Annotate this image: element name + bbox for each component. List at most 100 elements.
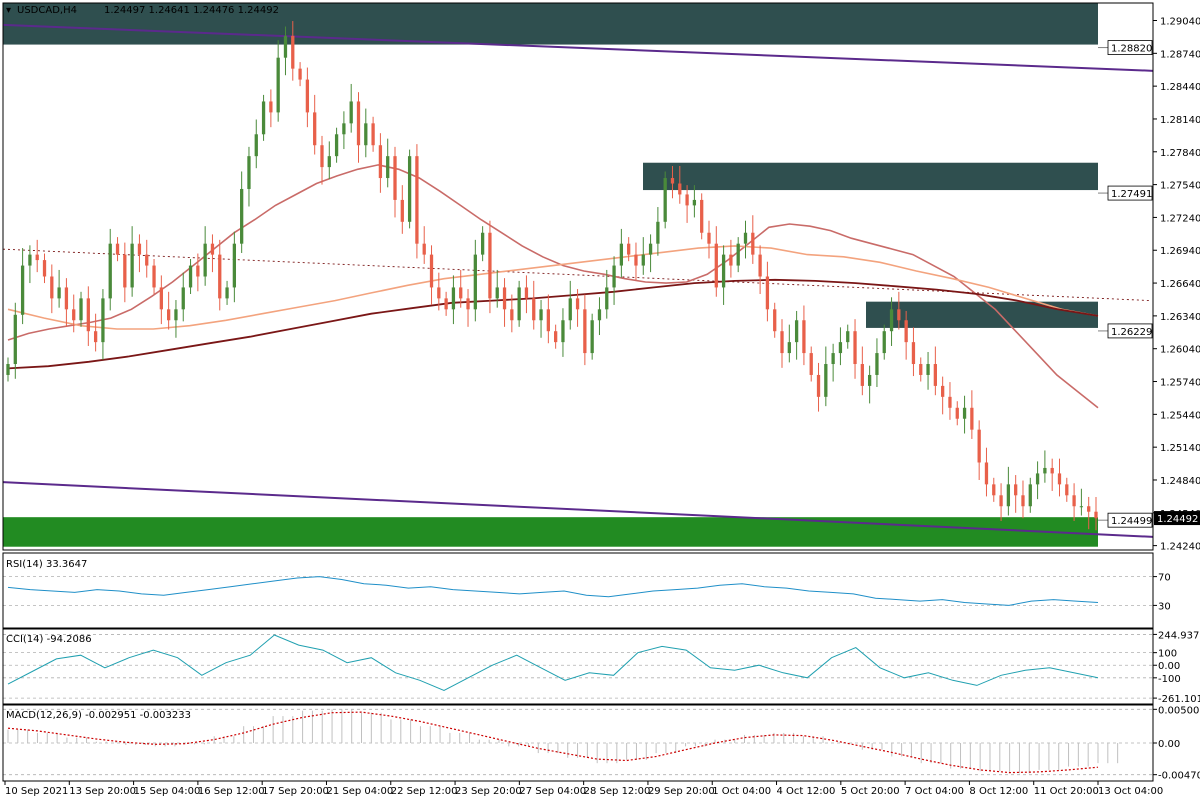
x-tick-label: 22 Sep 12:00	[391, 786, 458, 797]
candle-bullish	[101, 298, 105, 343]
zone-label: 1.28820	[1111, 44, 1152, 55]
candle-bullish	[875, 353, 879, 375]
y-tick-label: 1.28140	[1160, 115, 1200, 126]
candle-bearish	[758, 254, 762, 277]
candle-bearish	[678, 183, 682, 195]
candle-bullish	[349, 101, 353, 124]
x-tick-label: 13 Sep 20:00	[69, 786, 136, 797]
candle-bearish	[897, 309, 901, 321]
candle-bearish	[218, 254, 222, 299]
candle-bearish	[714, 243, 718, 288]
candle-bullish	[79, 298, 83, 321]
candle-bullish	[473, 254, 477, 310]
candle-bullish	[656, 221, 660, 244]
zone-label-box	[1107, 512, 1153, 528]
macd-level-label: -0.004708	[1158, 771, 1200, 782]
candle-bearish	[970, 407, 974, 430]
candle-bearish	[919, 364, 923, 375]
candle-bearish	[904, 320, 908, 343]
candle-bullish	[787, 342, 791, 354]
candle-bullish	[619, 243, 624, 266]
candle-bullish	[334, 134, 339, 157]
candle-bearish	[670, 178, 675, 184]
x-tick-label: 21 Sep 04:00	[326, 786, 393, 797]
candle-bullish	[407, 156, 412, 222]
candle-bullish	[641, 254, 645, 266]
candle-bullish	[1028, 484, 1032, 507]
rsi-level-label: 70	[1158, 573, 1171, 584]
candle-bearish	[393, 156, 397, 200]
zones-layer: 1.28820 1.27491 1.26229 1.24499	[3, 3, 1153, 547]
candle-bearish	[700, 199, 704, 233]
macd-level-label: 0.005005	[1158, 705, 1200, 716]
x-tick-label: 17 Sep 20:00	[262, 786, 329, 797]
candle-bearish	[400, 199, 404, 222]
candle-bearish	[210, 243, 215, 255]
dropdown-triangle-icon[interactable]: ▾	[6, 5, 11, 16]
candle-bearish	[933, 364, 937, 386]
candle-bearish	[356, 101, 361, 146]
candle-bearish	[911, 342, 916, 365]
candle-bullish	[283, 35, 288, 58]
candle-bearish	[554, 331, 558, 343]
candle-bearish	[93, 331, 98, 343]
candle-bearish	[1072, 495, 1076, 507]
candle-bullish	[451, 287, 456, 310]
candle-bearish	[371, 123, 375, 146]
candle-bullish	[181, 287, 185, 310]
symbol-label: USDCAD,H4	[17, 5, 77, 16]
candle-bearish	[773, 309, 777, 332]
candle-bearish	[860, 364, 864, 386]
ma-slow-line	[7, 278, 1099, 370]
candle-bullish	[327, 156, 331, 168]
channel-upper-line	[2, 23, 1154, 72]
candle-bullish	[831, 353, 835, 365]
rsi-panel: 70 30 RSI(14) 33.3647	[3, 559, 1171, 612]
candle-bearish	[853, 331, 857, 365]
candle-bullish	[495, 287, 499, 299]
candle-bullish	[838, 342, 843, 354]
candle-bearish	[583, 309, 587, 354]
candle-bullish	[1043, 467, 1047, 474]
candle-bullish	[342, 123, 346, 135]
candle-bearish	[488, 232, 492, 299]
y-tick-label: 1.25440	[1160, 410, 1200, 421]
y-tick-label: 1.24240	[1160, 542, 1200, 553]
candle-bearish	[999, 495, 1003, 507]
candle-bullish	[962, 407, 967, 419]
candle-bearish	[524, 287, 529, 299]
x-tick-label: 10 Sep 2021	[5, 786, 68, 797]
cci-level-label: 100	[1158, 649, 1177, 660]
candle-bullish	[386, 156, 390, 179]
candle-bearish	[948, 396, 952, 408]
candle-bullish	[561, 320, 565, 343]
candle-bearish	[802, 320, 806, 354]
candle-bearish	[765, 276, 770, 310]
panel-border	[2, 2, 1154, 551]
candle-bearish	[466, 298, 470, 310]
candle-bearish	[137, 243, 142, 255]
candle-bullish	[1035, 473, 1040, 485]
rsi-line	[7, 576, 1099, 606]
x-tick-label: 4 Oct 12:00	[777, 786, 836, 797]
zone-label: 1.26229	[1111, 327, 1152, 338]
x-tick-label: 27 Sep 04:00	[519, 786, 586, 797]
y-tick-label: 1.27240	[1160, 213, 1200, 224]
candle-bearish	[627, 243, 631, 255]
cci-level-label: 0.00	[1158, 661, 1180, 672]
candle-bullish	[174, 309, 178, 321]
cci-level-label: -100	[1158, 674, 1181, 685]
candle-bearish	[422, 243, 426, 255]
candle-bearish	[1087, 506, 1091, 512]
candle-bearish	[634, 254, 638, 266]
cci-line	[7, 634, 1099, 691]
price-axis-layer: 1.29040 1.28740 1.28440 1.28140 1.27840 1.275…	[1153, 17, 1200, 553]
y-tick-label: 1.26640	[1160, 279, 1200, 290]
candle-bearish	[816, 374, 821, 397]
candle-bullish	[247, 156, 251, 189]
candle-bullish	[261, 101, 266, 135]
macd-label: MACD(12,26,9) -0.002951 -0.003233	[6, 710, 191, 721]
x-tick-label: 28 Sep 12:00	[584, 786, 651, 797]
